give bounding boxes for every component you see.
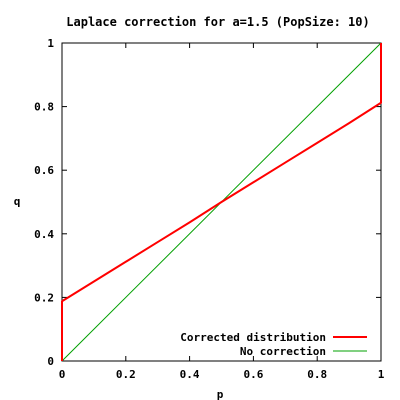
x-tick-label: 0 (59, 368, 66, 381)
plot-frame (61, 42, 382, 362)
legend-label-corrected: Corrected distribution (180, 331, 326, 344)
x-tick-label: 1 (378, 368, 385, 381)
series-line-corrected (61, 43, 382, 361)
y-axis-label: q (14, 195, 21, 208)
x-tick-label: 0.6 (243, 368, 263, 381)
legend-label-no-correction: No correction (240, 345, 326, 358)
x-tick-label: 0.8 (307, 368, 327, 381)
y-tick-label: 0.6 (34, 164, 54, 177)
y-tick-label: 0 (47, 355, 54, 368)
legend: Corrected distribution No correction (180, 331, 367, 358)
tick-labels: 0 0.2 0.4 0.6 0.8 1 0 0.2 0.4 0.6 0.8 1 (34, 37, 385, 381)
y-tick-label: 0.4 (34, 228, 54, 241)
x-tick-label: 0.2 (116, 368, 136, 381)
y-tick-label: 0.2 (34, 291, 54, 304)
y-tick-label: 0.8 (34, 101, 54, 114)
chart-title: Laplace correction for a=1.5 (PopSize: 1… (66, 15, 369, 29)
x-tick-label: 0.4 (180, 368, 200, 381)
x-axis-label: p (217, 388, 224, 400)
y-tick-label: 1 (47, 37, 54, 50)
series-layer (61, 42, 382, 362)
